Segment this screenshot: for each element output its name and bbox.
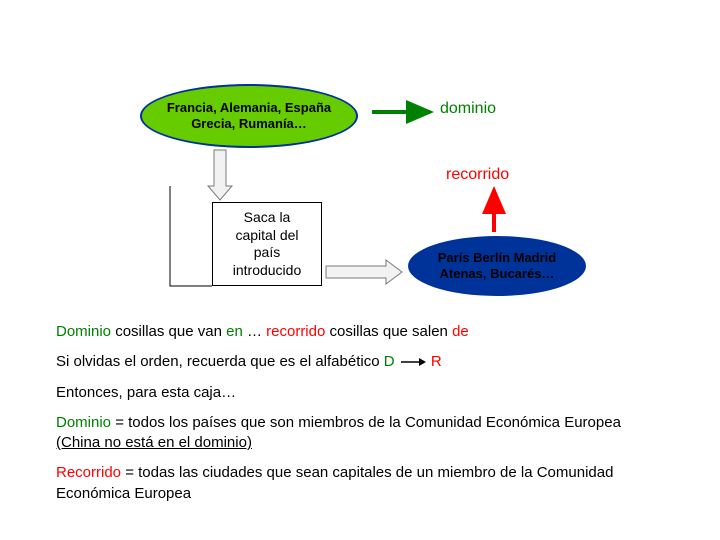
line4c: (China no está en el dominio): [56, 434, 252, 451]
range-ellipse-label: París Berlín Madrid Atenas, Bucarés…: [438, 250, 556, 281]
line4a: Dominio: [56, 414, 111, 431]
line5b: = todas las ciudades que sean capitales …: [56, 464, 613, 501]
line5a: Recorrido: [56, 464, 121, 481]
domain-ellipse-label: Francia, Alemania, España Grecia, Rumaní…: [167, 100, 331, 131]
line1: Dominio Dominio cosillas que van cosilla…: [56, 322, 666, 342]
line1-static1: cosillas que van: [115, 323, 226, 340]
body-text: Dominio Dominio cosillas que van cosilla…: [56, 322, 666, 504]
line1b: en: [226, 323, 243, 340]
range-ellipse: París Berlín Madrid Atenas, Bucarés…: [408, 236, 586, 296]
arrow-icon: [399, 357, 427, 367]
line1e: cosillas que salen: [330, 323, 453, 340]
line1f: de: [452, 323, 469, 340]
line2b: D: [384, 353, 395, 370]
line1d: recorrido: [266, 323, 325, 340]
line1-dominio: Dominio: [56, 323, 111, 340]
domain-ellipse: Francia, Alemania, España Grecia, Rumaní…: [140, 84, 358, 148]
elbow-connector: [170, 186, 212, 286]
process-box: Saca la capital del país introducido: [212, 202, 322, 286]
line2a: Si olvidas el orden, recuerda que es el …: [56, 353, 384, 370]
line4: Dominio = todos los países que son miemb…: [56, 413, 666, 454]
dominio-label: dominio: [440, 98, 496, 120]
recorrido-label: recorrido: [446, 164, 509, 186]
line5: Recorrido = todas las ciudades que sean …: [56, 463, 666, 504]
line1c: …: [247, 323, 266, 340]
recorrido-label-text: recorrido: [446, 166, 509, 183]
line2: Si olvidas el orden, recuerda que es el …: [56, 352, 666, 372]
dominio-label-text: dominio: [440, 100, 496, 117]
line4b: = todos los países que son miembros de l…: [111, 414, 621, 431]
hollow-arrow-down: [208, 150, 232, 200]
line2c: R: [431, 353, 442, 370]
hollow-arrow-right: [326, 260, 402, 284]
process-box-label: Saca la capital del país introducido: [233, 209, 302, 279]
line3: Entonces, para esta caja…: [56, 383, 666, 403]
